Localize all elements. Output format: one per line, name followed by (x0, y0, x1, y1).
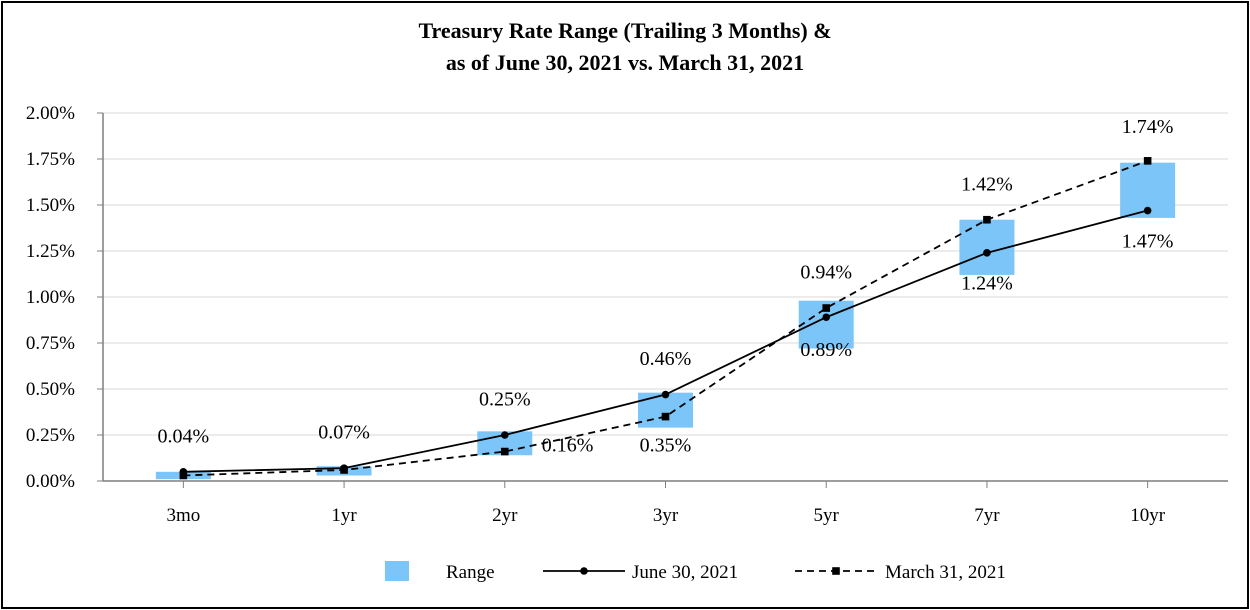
data-label: 0.25% (479, 389, 531, 411)
data-label: 0.94% (800, 262, 852, 284)
y-tick-label: 0.50% (26, 379, 75, 400)
june-point (822, 313, 831, 322)
chart-title-line-2: as of June 30, 2021 vs. March 31, 2021 (445, 50, 805, 75)
march-point (983, 215, 991, 224)
data-label: 1.24% (961, 273, 1013, 295)
march-point (179, 471, 188, 480)
y-tick-label: 1.75% (26, 149, 75, 170)
y-tick-label: 1.25% (26, 241, 75, 262)
data-label: 1.47% (1122, 230, 1174, 252)
x-tick-label: 10yr (1130, 505, 1166, 526)
data-label: 1.74% (1122, 116, 1174, 138)
legend-march-label: March 31, 2021 (885, 562, 1006, 583)
data-label: 1.42% (961, 173, 1013, 195)
june-point (500, 431, 509, 439)
march-point (340, 466, 348, 474)
x-tick-label: 3yr (653, 505, 679, 526)
x-tick-label: 3mo (166, 505, 200, 526)
data-label: 0.46% (640, 348, 692, 370)
data-label: 0.16% (542, 435, 594, 457)
x-tick-label: 1yr (331, 505, 357, 526)
x-tick-label: 5yr (814, 505, 840, 526)
data-label: 0.07% (318, 422, 370, 444)
march-point (661, 412, 670, 421)
legend-march-marker (832, 567, 840, 575)
x-tick-label: 2yr (492, 505, 518, 526)
data-label: 0.04% (158, 425, 210, 447)
y-tick-label: 2.00% (26, 103, 75, 124)
june-point (983, 249, 991, 257)
y-tick-label: 1.00% (26, 287, 75, 308)
x-tick-label: 7yr (974, 505, 1000, 526)
march-point (822, 304, 831, 312)
legend-range-label: Range (446, 562, 495, 583)
june-point (661, 390, 670, 399)
y-tick-label: 0.00% (26, 471, 75, 492)
legend-range-swatch (385, 561, 409, 581)
chart-title-line-1: Treasury Rate Range (Trailing 3 Months) … (418, 18, 832, 43)
legend-june-marker (580, 567, 588, 575)
y-tick-label: 0.75% (26, 333, 75, 354)
data-label: 0.35% (640, 435, 692, 457)
y-tick-label: 1.50% (26, 195, 75, 216)
june-point (1143, 206, 1152, 215)
data-label: 0.89% (800, 339, 852, 361)
y-tick-label: 0.25% (26, 425, 75, 446)
march-point (1143, 157, 1152, 165)
legend-june-label: June 30, 2021 (632, 562, 738, 583)
march-point (500, 447, 509, 456)
